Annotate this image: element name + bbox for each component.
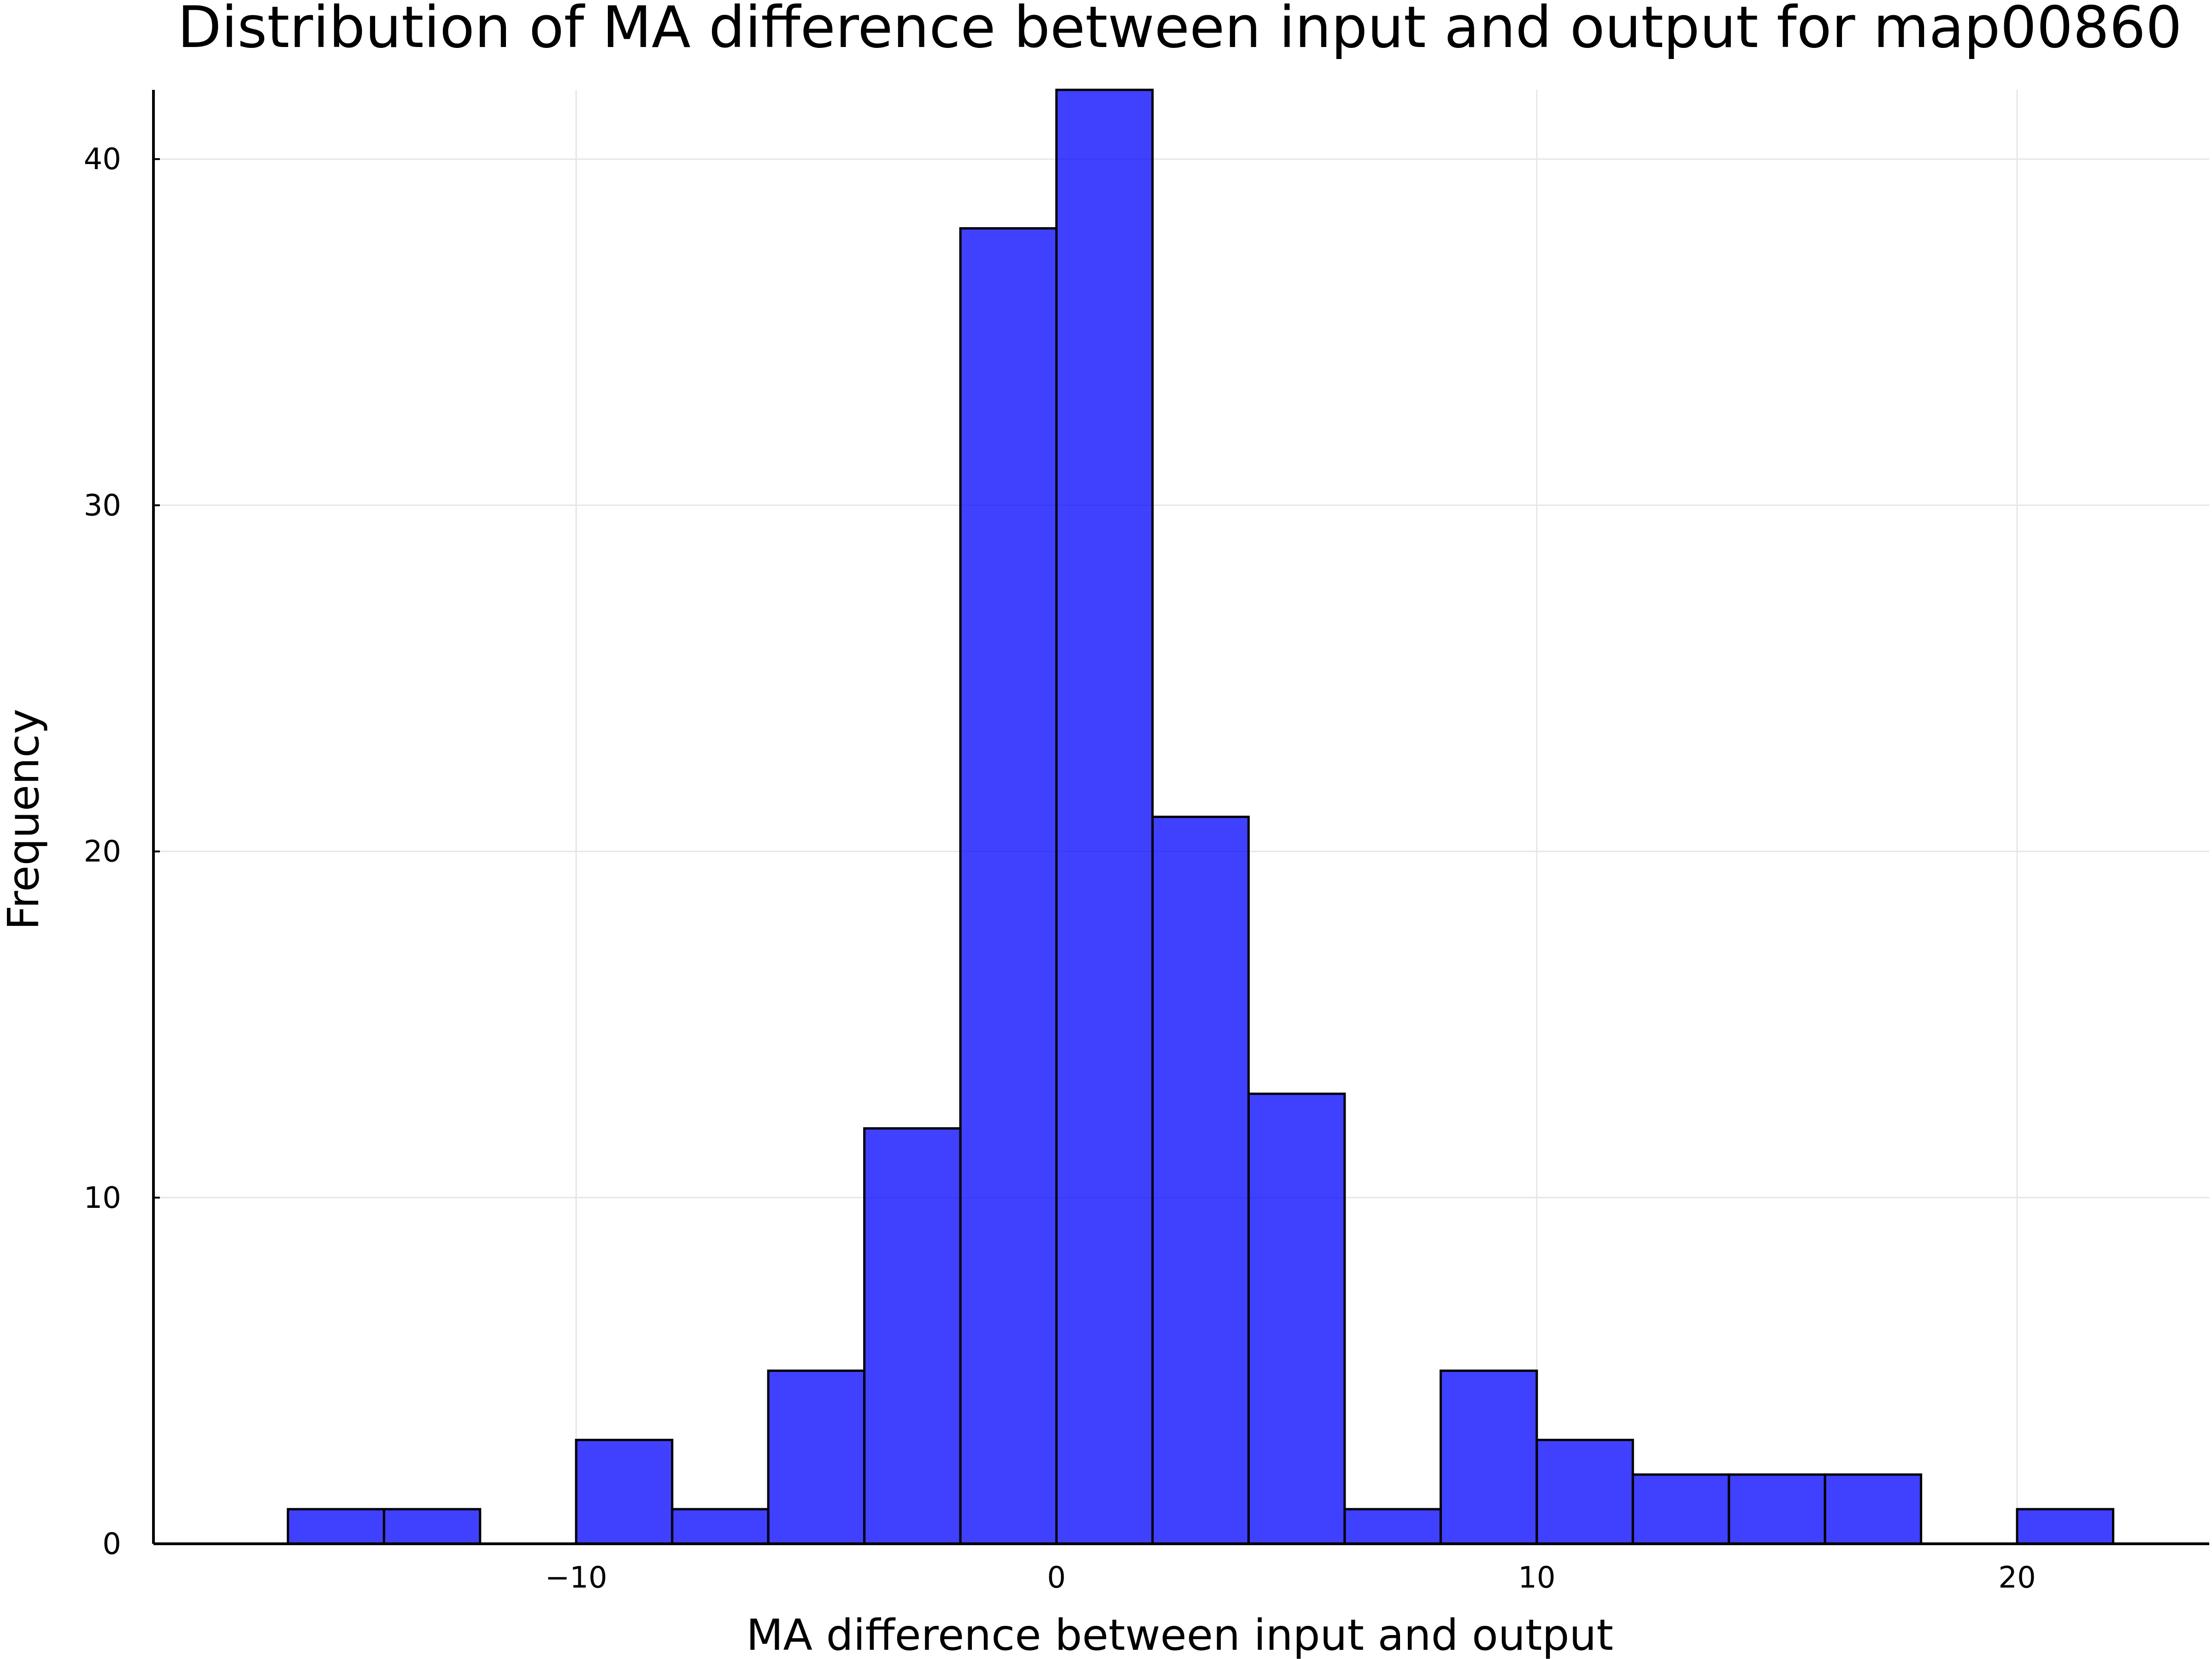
x-tick-label-3: 20 bbox=[1998, 1561, 2036, 1595]
histogram-bar-6 bbox=[863, 1127, 962, 1545]
histogram-bar-9 bbox=[1151, 816, 1250, 1545]
y-tick-label-4: 40 bbox=[84, 142, 121, 176]
histogram-bar-1 bbox=[382, 1508, 482, 1545]
histogram-bar-5 bbox=[767, 1369, 866, 1545]
y-tick-label-1: 10 bbox=[84, 1181, 121, 1215]
axis-layer bbox=[152, 90, 2209, 1545]
y-tick-label-2: 20 bbox=[84, 835, 121, 869]
histogram-bar-11 bbox=[1343, 1508, 1442, 1545]
histogram-bar-12 bbox=[1439, 1369, 1538, 1545]
tick-layer: −10 0 10 20 0 10 20 30 40 bbox=[84, 142, 2036, 1595]
y-tick-label-3: 30 bbox=[84, 488, 121, 523]
chart-title: Distribution of MA difference between in… bbox=[177, 0, 2182, 61]
x-tick-label-1: 0 bbox=[1047, 1561, 1066, 1595]
y-axis-label: Frequency bbox=[0, 709, 48, 930]
histogram-bar-0 bbox=[287, 1508, 385, 1545]
y-tick-label-0: 0 bbox=[102, 1527, 121, 1561]
histogram-bar-18 bbox=[2016, 1508, 2115, 1545]
histogram-bar-8 bbox=[1055, 88, 1154, 1545]
bar-layer bbox=[287, 88, 2115, 1545]
histogram-bar-16 bbox=[1824, 1473, 1923, 1545]
histogram-bar-3 bbox=[575, 1439, 674, 1545]
x-tick-label-2: 10 bbox=[1518, 1561, 1555, 1595]
x-axis-label: MA difference between input and output bbox=[746, 1610, 1613, 1659]
histogram-bar-14 bbox=[1631, 1473, 1730, 1545]
histogram-bar-13 bbox=[1535, 1439, 1634, 1545]
histogram-bar-10 bbox=[1247, 1092, 1346, 1545]
x-tick-label-0: −10 bbox=[545, 1561, 607, 1595]
histogram-bar-7 bbox=[959, 227, 1058, 1545]
histogram-bar-4 bbox=[671, 1508, 770, 1545]
histogram-bar-15 bbox=[1728, 1473, 1826, 1545]
